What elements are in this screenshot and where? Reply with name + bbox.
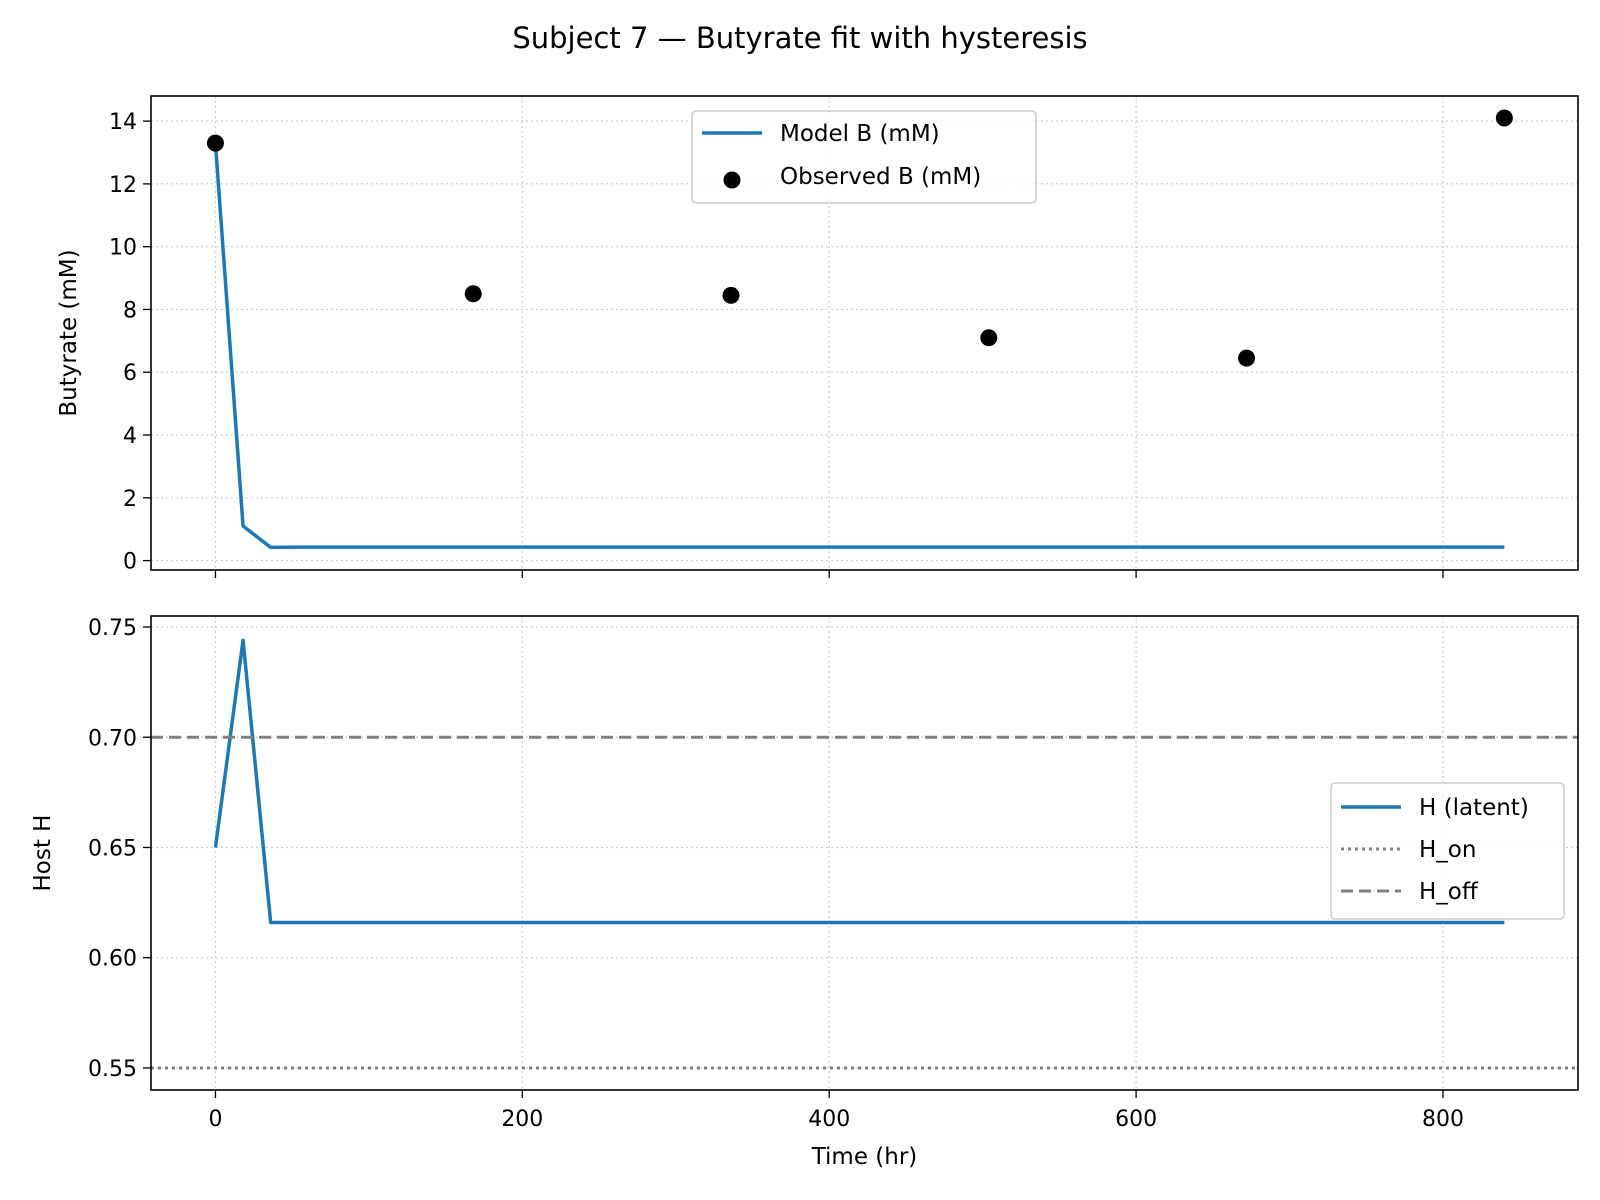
host-h-panel: 0 200 400 600 800 0.55 0.60 0.65 0.70 0.75 Time (h… [30, 615, 1579, 1170]
model-line [213, 142, 1505, 550]
model-line [213, 638, 1505, 925]
y-tick-label: 4 [123, 424, 137, 449]
legend-label: Model B (mM) [780, 121, 940, 147]
y-tick-label: 6 [123, 361, 137, 386]
legend-frame [691, 110, 1037, 204]
observed-point [1238, 349, 1256, 367]
legend-label: H_off [1419, 879, 1479, 905]
legend: Model B (mM) Observed B (mM) [691, 110, 1037, 204]
y-tick-label: 2 [123, 487, 137, 512]
legend-label: Observed B (mM) [780, 164, 981, 190]
axes-frame [150, 95, 1579, 571]
legend-frame [1330, 782, 1565, 920]
x-tick-label: 600 [1115, 1107, 1157, 1132]
y-tick-label: 10 [109, 236, 137, 261]
x-tick-label: 800 [1422, 1107, 1464, 1132]
legend: H (latent) H_on H_off [1330, 782, 1565, 920]
y-tick-label: 0.70 [88, 726, 137, 751]
y-axis-label: Host H [30, 815, 56, 892]
x-tick-label: 0 [208, 1107, 222, 1132]
x-tick-label: 400 [808, 1107, 850, 1132]
y-tick-label: 8 [123, 298, 137, 323]
y-axis-label: Butyrate (mM) [56, 249, 82, 416]
observed-point [722, 286, 740, 304]
legend-label: H (latent) [1419, 795, 1529, 821]
axes-frame [150, 615, 1579, 1091]
y-tick-label: 0.55 [88, 1057, 137, 1082]
x-tick-label: 200 [501, 1107, 543, 1132]
y-tick-label: 14 [109, 110, 137, 135]
y-tick-label: 0.65 [88, 836, 137, 861]
y-tick-label: 0 [123, 550, 137, 575]
plot-area [213, 142, 1505, 550]
y-tick-label: 12 [109, 173, 137, 198]
plot-area [151, 638, 1578, 1070]
legend-label: H_on [1419, 837, 1476, 863]
y-tick-label: 0.75 [88, 616, 137, 641]
observed-point [464, 285, 482, 303]
x-axis-label: Time (hr) [811, 1144, 918, 1170]
legend-swatch-point [723, 171, 741, 189]
butyrate-panel: 0 2 4 6 8 10 12 14 Butyrate (mM) Model B (mM) Obse… [56, 95, 1579, 578]
observed-point [206, 134, 224, 152]
y-tick-label: 0.60 [88, 947, 137, 972]
observed-point [1495, 109, 1513, 127]
observed-point [980, 329, 998, 347]
figure-title: Subject 7 — Butyrate fit with hysteresis [512, 21, 1087, 55]
